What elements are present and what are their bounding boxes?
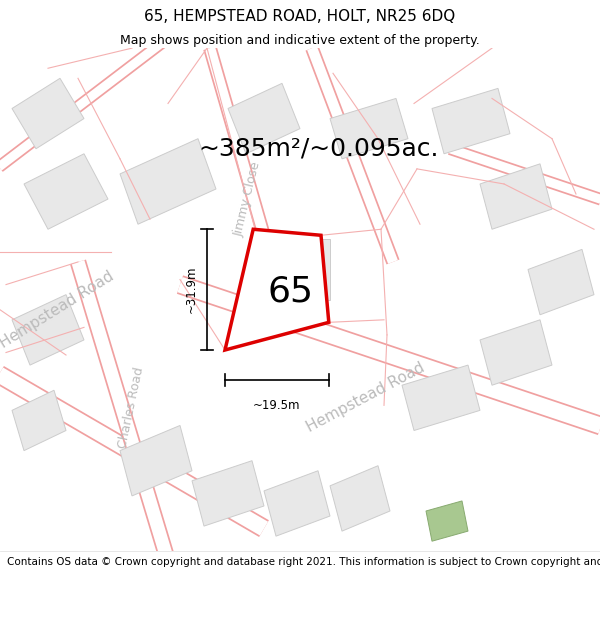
Text: Jimmy Close: Jimmy Close [232, 160, 263, 238]
Polygon shape [330, 466, 390, 531]
Polygon shape [276, 239, 330, 299]
Polygon shape [402, 365, 480, 431]
Polygon shape [528, 249, 594, 315]
Polygon shape [12, 78, 84, 149]
Text: Hempstead Road: Hempstead Road [304, 360, 428, 436]
Text: Contains OS data © Crown copyright and database right 2021. This information is : Contains OS data © Crown copyright and d… [7, 557, 600, 567]
Polygon shape [12, 294, 84, 365]
Text: ~19.5m: ~19.5m [253, 399, 301, 412]
Polygon shape [480, 320, 552, 385]
Polygon shape [426, 501, 468, 541]
Polygon shape [228, 83, 300, 154]
Text: Hempstead Road: Hempstead Road [0, 269, 117, 351]
Text: Charles Road: Charles Road [116, 366, 146, 450]
Text: 65: 65 [268, 275, 314, 309]
Polygon shape [12, 390, 66, 451]
Polygon shape [192, 461, 264, 526]
Text: ~385m²/~0.095ac.: ~385m²/~0.095ac. [198, 137, 439, 161]
Polygon shape [225, 229, 329, 350]
Text: 65, HEMPSTEAD ROAD, HOLT, NR25 6DQ: 65, HEMPSTEAD ROAD, HOLT, NR25 6DQ [145, 9, 455, 24]
Polygon shape [480, 164, 552, 229]
Polygon shape [120, 139, 216, 224]
Polygon shape [432, 88, 510, 154]
Polygon shape [24, 154, 108, 229]
Polygon shape [330, 98, 408, 159]
Polygon shape [264, 471, 330, 536]
Text: ~31.9m: ~31.9m [185, 266, 198, 313]
Text: Map shows position and indicative extent of the property.: Map shows position and indicative extent… [120, 34, 480, 47]
Polygon shape [120, 426, 192, 496]
